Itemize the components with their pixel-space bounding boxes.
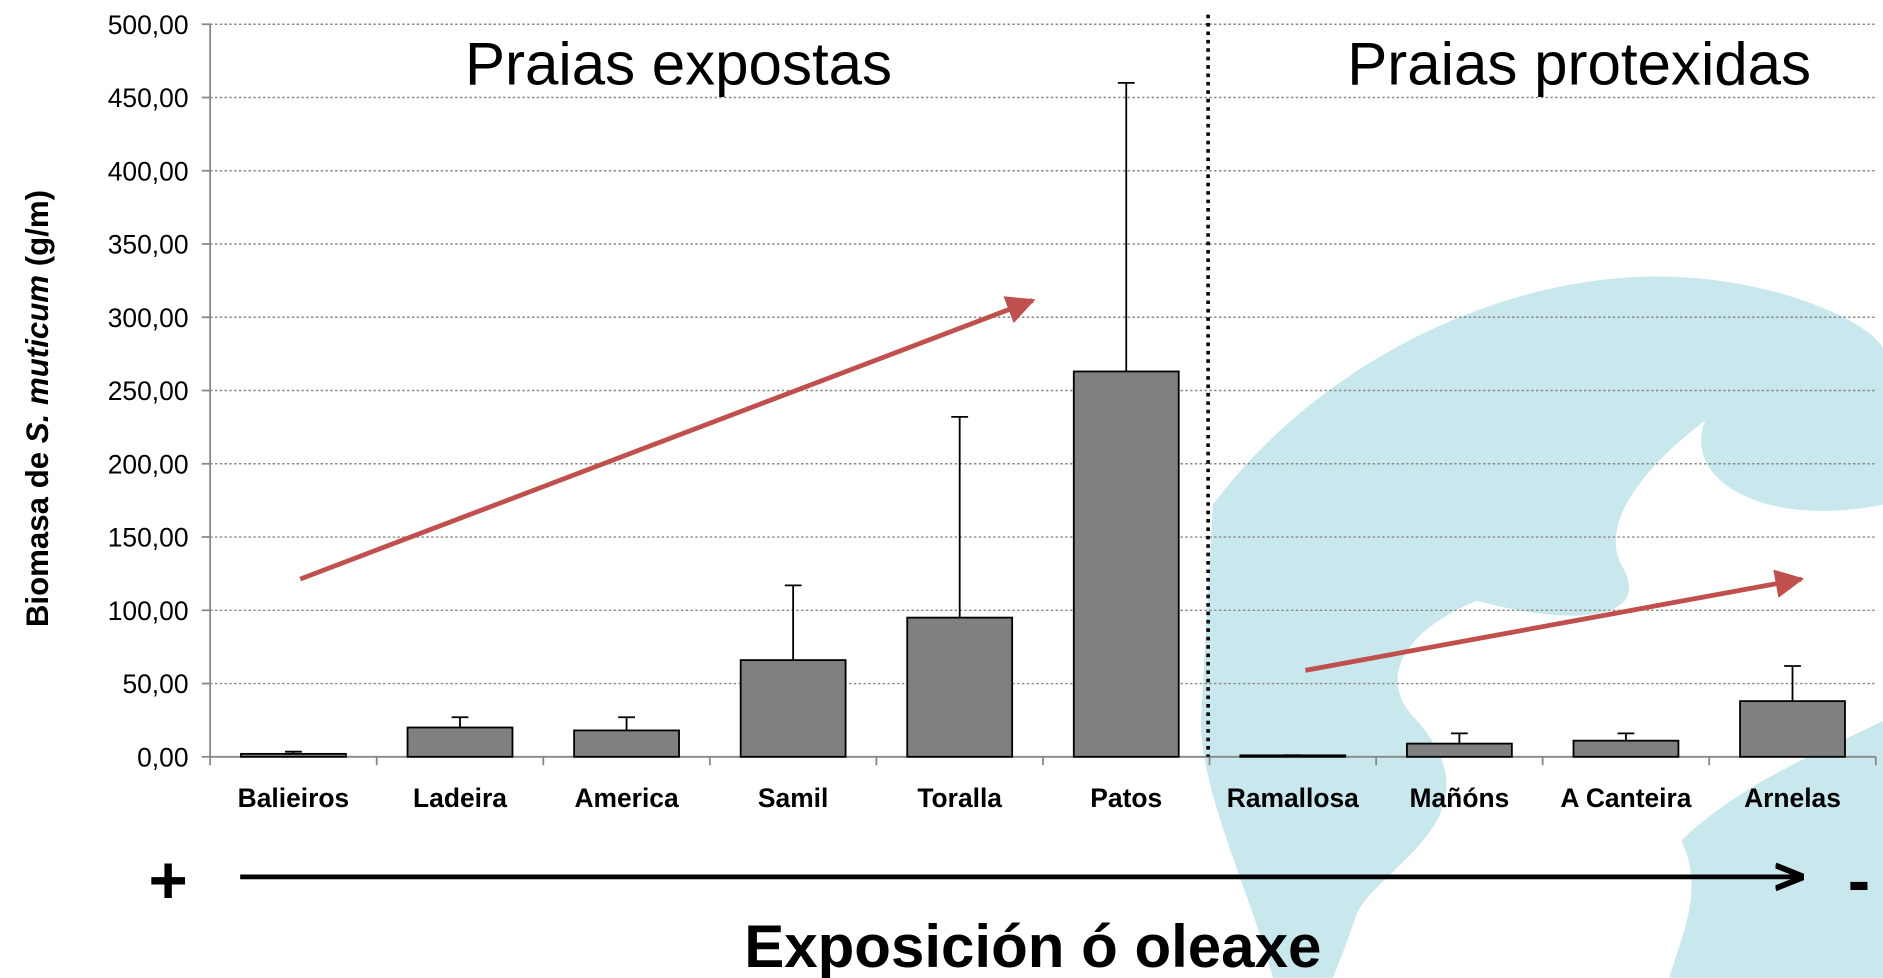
y-tick-label: 400,00: [108, 156, 189, 186]
y-tick-label: 50,00: [122, 669, 188, 699]
y-axis-label: Biomasa de S. muticum (g/m): [20, 190, 55, 627]
group-label: Praias protexidas: [1347, 30, 1811, 97]
x-tick-label: Mañóns: [1410, 783, 1510, 813]
bar: [906, 616, 1014, 758]
bar: [240, 752, 347, 758]
y-tick-label: 250,00: [108, 376, 189, 406]
x-tick-label: A Canteira: [1560, 783, 1691, 813]
group-label: Praias expostas: [465, 30, 892, 97]
y-label-part: S. muticum: [20, 275, 55, 443]
bar: [406, 726, 514, 758]
plus-sign: +: [148, 843, 187, 918]
trend-arrow: [299, 296, 1036, 582]
minus-sign: -: [1848, 843, 1870, 918]
x-tick-label: Ramallosa: [1227, 783, 1359, 813]
y-tick-label: 200,00: [108, 449, 189, 479]
y-label-part: Biomasa de: [20, 443, 55, 627]
bar: [1239, 754, 1347, 758]
bar: [573, 729, 680, 758]
x-tick-label: Patos: [1090, 783, 1162, 813]
x-axis-label: Exposición ó oleaxe: [744, 913, 1321, 978]
bar: [1072, 370, 1180, 758]
x-tick-label: America: [574, 783, 679, 813]
x-tick-label: Samil: [758, 783, 828, 813]
y-label-part: (g/m): [20, 190, 55, 275]
bar: [1406, 742, 1513, 758]
trend-arrow: [1304, 569, 1805, 673]
y-tick-label: 0,00: [137, 742, 188, 772]
y-tick-label: 300,00: [108, 303, 189, 333]
bar: [1739, 700, 1846, 758]
x-tick-label: Arnelas: [1744, 783, 1841, 813]
y-tick-label: 100,00: [108, 596, 189, 626]
y-tick-label: 500,00: [108, 10, 189, 40]
bar: [1572, 739, 1680, 758]
x-tick-label: Ladeira: [413, 783, 507, 813]
y-tick-label: 150,00: [108, 523, 189, 553]
background-globe: [1200, 276, 1883, 978]
bar: [739, 659, 847, 758]
y-tick-label: 450,00: [108, 83, 189, 113]
x-tick-label: Toralla: [917, 783, 1002, 813]
x-tick-label: Balieiros: [238, 783, 350, 813]
y-tick-label: 350,00: [108, 230, 189, 260]
